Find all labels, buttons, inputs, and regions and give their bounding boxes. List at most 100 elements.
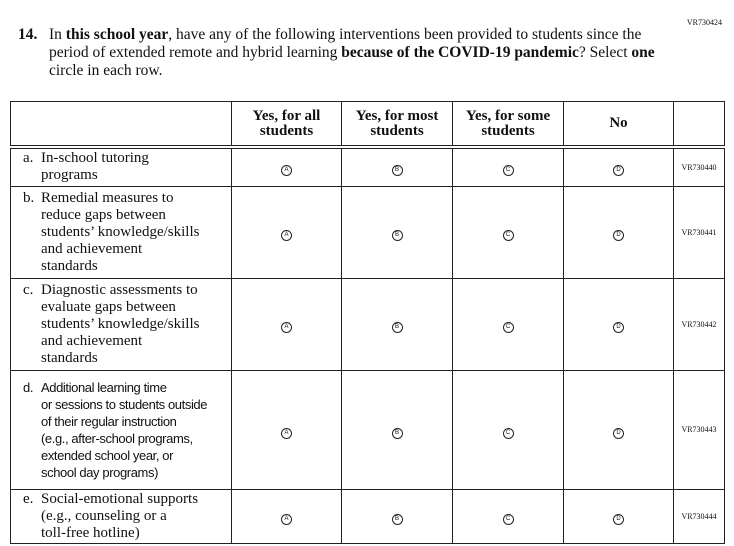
row-label-line: (e.g., counseling or a bbox=[41, 507, 167, 524]
table-row: d. Additional learning time or sessions to… bbox=[10, 369, 725, 490]
row-code: VR730440 bbox=[673, 146, 725, 187]
row-label: c. Diagnostic assessments to evaluate gaps… bbox=[10, 277, 232, 371]
row-label: e. Social-emotional supports (e.g., counse… bbox=[10, 488, 232, 544]
row-label-line: Remedial measures to bbox=[41, 189, 174, 206]
radio-bubble-a[interactable]: A bbox=[281, 165, 292, 177]
response-cell: C bbox=[452, 277, 564, 371]
row-label-line: students’ knowledge/skills bbox=[41, 223, 200, 240]
row-label-line: evaluate gaps between bbox=[41, 298, 176, 315]
column-header: Yes, for some students bbox=[452, 101, 564, 149]
response-cell: B bbox=[341, 488, 453, 544]
row-label: a. In-school tutoring programs bbox=[10, 146, 232, 187]
response-cell: D bbox=[563, 146, 674, 187]
question-text-segment: In bbox=[49, 26, 66, 43]
table-row: b. Remedial measures to reduce gaps betwee… bbox=[10, 185, 725, 279]
response-cell: A bbox=[231, 488, 342, 544]
header-code-blank bbox=[673, 101, 725, 149]
question-text: In this school year, have any of the fol… bbox=[49, 26, 658, 80]
response-cell: A bbox=[231, 185, 342, 279]
radio-bubble-a[interactable]: A bbox=[281, 427, 292, 439]
row-label-line: of their regular instruction bbox=[41, 413, 177, 429]
response-cell: A bbox=[231, 146, 342, 187]
header-blank bbox=[10, 101, 232, 149]
row-label-line: standards bbox=[41, 349, 98, 366]
column-header: Yes, for most students bbox=[341, 101, 453, 149]
question-text-segment: , have any of the following intervention… bbox=[49, 26, 642, 61]
response-cell: B bbox=[341, 185, 453, 279]
question-text-segment: because of the COVID-19 pandemic bbox=[341, 44, 579, 61]
radio-bubble-d[interactable]: D bbox=[613, 165, 624, 177]
row-label-line: reduce gaps between bbox=[41, 206, 166, 223]
response-cell: A bbox=[231, 369, 342, 490]
row-code: VR730442 bbox=[673, 277, 725, 371]
response-cell: D bbox=[563, 185, 674, 279]
row-code: VR730444 bbox=[673, 488, 725, 544]
row-label-line: Additional learning time bbox=[41, 379, 167, 395]
radio-bubble-b[interactable]: B bbox=[391, 322, 403, 333]
row-letter: b. bbox=[23, 189, 35, 206]
response-grid: Yes, for all students Yes, for most stude… bbox=[10, 101, 725, 544]
row-label-line: and achievement bbox=[41, 332, 143, 349]
row-label-line: and achievement bbox=[41, 240, 143, 257]
radio-bubble-d[interactable]: D bbox=[613, 514, 624, 525]
radio-bubble-b[interactable]: B bbox=[391, 165, 403, 177]
row-label-line: Social-emotional supports bbox=[41, 490, 199, 507]
radio-bubble-a[interactable]: A bbox=[281, 322, 292, 333]
radio-bubble-d[interactable]: D bbox=[613, 322, 624, 333]
radio-bubble-c[interactable]: C bbox=[502, 514, 514, 525]
row-label-line: Diagnostic assessments to bbox=[41, 281, 198, 298]
question-text-segment: one bbox=[631, 44, 655, 61]
row-letter: d. bbox=[23, 379, 34, 395]
response-cell: D bbox=[563, 277, 674, 371]
radio-bubble-a[interactable]: A bbox=[281, 514, 292, 525]
row-label-line: extended school year, or bbox=[41, 447, 174, 463]
response-cell: D bbox=[563, 488, 674, 544]
radio-bubble-b[interactable]: B bbox=[391, 514, 403, 525]
row-label-line: In-school tutoring bbox=[41, 150, 149, 167]
question-text-segment: circle in each row. bbox=[49, 62, 163, 79]
radio-bubble-d[interactable]: D bbox=[613, 427, 624, 439]
response-cell: C bbox=[452, 185, 564, 279]
page-code: VR730424 bbox=[686, 18, 722, 27]
table-row: e. Social-emotional supports (e.g., counse… bbox=[10, 488, 725, 544]
row-label: d. Additional learning time or sessions to… bbox=[10, 369, 232, 490]
radio-bubble-b[interactable]: B bbox=[391, 427, 403, 439]
row-label-line: (e.g., after-school programs, bbox=[41, 430, 193, 446]
row-label-line: or sessions to students outside bbox=[41, 396, 208, 412]
response-cell: C bbox=[452, 369, 564, 490]
radio-bubble-c[interactable]: C bbox=[502, 230, 514, 241]
radio-bubble-a[interactable]: A bbox=[281, 230, 292, 241]
row-code: VR730443 bbox=[673, 369, 725, 490]
response-cell: B bbox=[341, 369, 453, 490]
response-cell: C bbox=[452, 488, 564, 544]
row-label-line: school day programs) bbox=[41, 464, 158, 480]
column-header: No bbox=[563, 101, 674, 149]
radio-bubble-c[interactable]: C bbox=[502, 165, 514, 177]
row-letter: e. bbox=[23, 490, 34, 507]
response-cell: A bbox=[231, 277, 342, 371]
table-row: a. In-school tutoring programs A B C D VR730440 bbox=[10, 146, 725, 187]
row-letter: c. bbox=[23, 281, 34, 298]
row-label-line: programs bbox=[41, 167, 98, 184]
question: 14. In this school year, have any of the… bbox=[18, 26, 658, 80]
question-text-segment: this school year bbox=[65, 26, 169, 43]
row-label-line: students’ knowledge/skills bbox=[41, 315, 200, 332]
radio-bubble-b[interactable]: B bbox=[391, 230, 403, 241]
response-cell: C bbox=[452, 146, 564, 187]
response-cell: B bbox=[341, 277, 453, 371]
header-row: Yes, for all students Yes, for most stude… bbox=[10, 101, 725, 149]
radio-bubble-c[interactable]: C bbox=[502, 427, 514, 439]
row-letter: a. bbox=[23, 150, 34, 167]
row-label: b. Remedial measures to reduce gaps betwee… bbox=[10, 185, 232, 279]
table-row: c. Diagnostic assessments to evaluate gaps… bbox=[10, 277, 725, 371]
question-number: 14. bbox=[18, 26, 38, 43]
radio-bubble-d[interactable]: D bbox=[613, 230, 624, 241]
radio-bubble-c[interactable]: C bbox=[502, 322, 514, 333]
row-code: VR730441 bbox=[673, 185, 725, 279]
response-cell: B bbox=[341, 146, 453, 187]
response-cell: D bbox=[563, 369, 674, 490]
row-label-line: standards bbox=[41, 257, 98, 274]
row-label-line: toll-free hotline) bbox=[41, 524, 140, 541]
column-header: Yes, for all students bbox=[231, 101, 342, 149]
question-text-segment: ? Select bbox=[578, 44, 632, 61]
